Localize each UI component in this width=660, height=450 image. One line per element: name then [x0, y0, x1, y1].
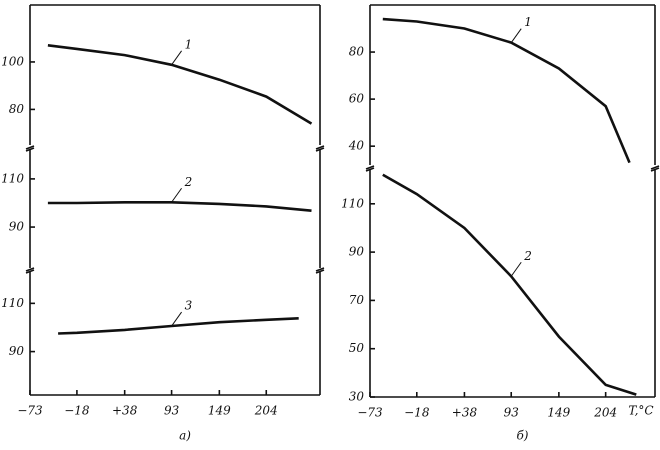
- y-tick-label: 60: [349, 92, 365, 106]
- curve: [47, 201, 312, 212]
- curve-label: 2: [184, 175, 193, 189]
- axis-break: [365, 165, 375, 170]
- y-tick-label: 110: [341, 196, 364, 210]
- label-leader: [171, 187, 182, 203]
- axis-break: [365, 167, 375, 172]
- x-tick-label: 93: [164, 404, 180, 418]
- curve-label: 1: [524, 15, 532, 29]
- axis-break: [25, 269, 35, 274]
- label-leader: [510, 261, 522, 277]
- axis-break: [650, 165, 660, 170]
- y-tick-label: 90: [9, 344, 25, 358]
- curve: [47, 44, 313, 125]
- x-tick-label: −18: [404, 406, 430, 420]
- x-tick-label: −73: [357, 406, 383, 420]
- axis-break: [25, 267, 35, 272]
- y-tick-label: 70: [349, 293, 365, 307]
- axis-break: [25, 147, 35, 152]
- x-tick-label: 149: [547, 406, 570, 420]
- x-tick-label: −18: [64, 404, 90, 418]
- y-tick-label: 100: [1, 54, 24, 68]
- x-axis-label: T,°C: [628, 404, 653, 418]
- curve: [58, 317, 299, 335]
- panel-caption: a): [179, 429, 191, 443]
- x-tick-label: +38: [112, 404, 138, 418]
- y-tick-label: 40: [348, 139, 365, 153]
- y-tick-label: 50: [349, 341, 365, 355]
- axis-break: [315, 269, 325, 274]
- axis-break: [315, 267, 325, 272]
- x-tick-label: −73: [17, 404, 43, 418]
- curve: [382, 173, 637, 396]
- y-tick-label: 110: [1, 296, 24, 310]
- y-tick-label: 110: [1, 171, 24, 185]
- panel-caption: б): [516, 429, 528, 443]
- x-tick-label: 204: [254, 404, 278, 418]
- curve-label: 3: [185, 299, 193, 313]
- label-leader: [510, 28, 522, 43]
- label-leader: [171, 50, 182, 66]
- x-tick-label: 93: [504, 406, 520, 420]
- y-tick-label: 30: [349, 390, 365, 404]
- x-tick-label: 149: [208, 404, 231, 418]
- axis-break: [315, 147, 325, 152]
- x-tick-label: 204: [593, 406, 617, 420]
- y-tick-label: 80: [349, 45, 365, 59]
- axis-break: [25, 145, 35, 150]
- axis-break: [650, 167, 660, 172]
- label-leader: [171, 311, 182, 327]
- x-tick-label: +38: [452, 406, 478, 420]
- curve-label: 2: [523, 249, 532, 263]
- curve: [382, 17, 631, 164]
- y-tick-label: 90: [9, 220, 25, 234]
- axis-break: [315, 145, 325, 150]
- y-tick-label: 90: [349, 245, 365, 259]
- y-tick-label: 80: [9, 102, 25, 116]
- curve-label: 1: [185, 37, 193, 51]
